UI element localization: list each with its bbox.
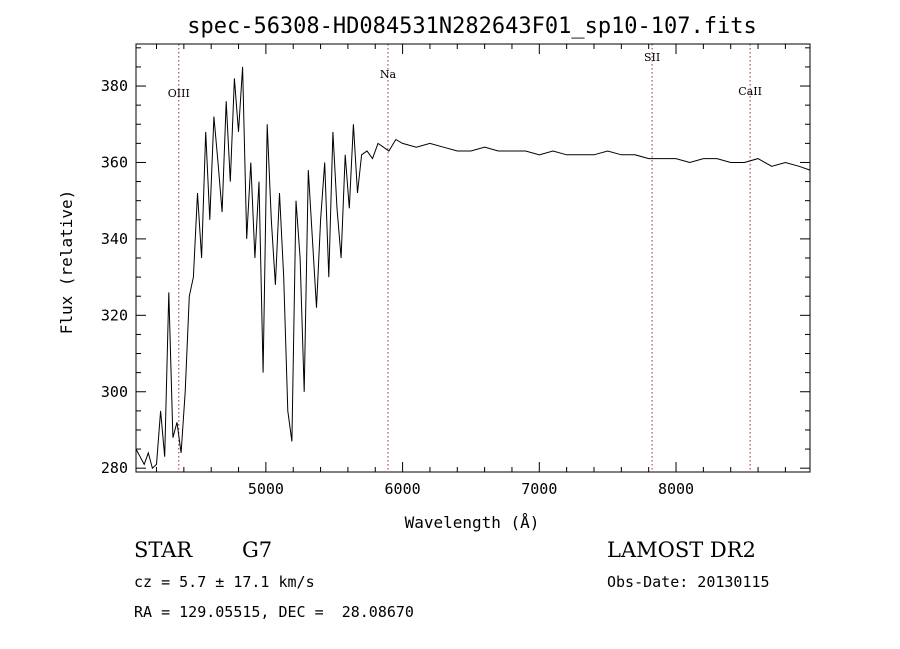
x-tick-label: 7000	[521, 480, 557, 498]
object-class: STAR	[134, 538, 193, 562]
y-tick-label: 360	[101, 153, 128, 171]
axis-ticks-layer: 5000 6000 7000 8000 280 300 320 340 360 380	[101, 44, 810, 498]
spectral-line-label: CaII	[738, 85, 762, 98]
coordinates-readout: RA = 129.05515, DEC = 28.08670	[134, 603, 414, 621]
spectral-lines-layer: OIII Na SII CaII	[168, 44, 762, 472]
spectrum-line	[135, 66, 811, 470]
y-axis-label: Flux (relative)	[57, 190, 76, 335]
y-tick-label: 300	[101, 383, 128, 401]
x-tick-label: 5000	[248, 480, 284, 498]
y-tick-label: 380	[101, 77, 128, 95]
spectral-line-label: Na	[380, 68, 397, 81]
y-tick-label: 280	[101, 459, 128, 477]
plot-frame	[135, 43, 811, 473]
obs-date: Obs-Date: 20130115	[607, 573, 770, 591]
survey-name: LAMOST DR2	[607, 538, 756, 562]
chart-title: spec-56308-HD084531N282643F01_sp10-107.f…	[187, 14, 757, 39]
redshift-readout: cz = 5.7 ± 17.1 km/s	[134, 573, 315, 591]
y-tick-label: 320	[101, 306, 128, 324]
spectral-line-label: OIII	[168, 87, 190, 100]
x-axis-label: Wavelength (Å)	[405, 513, 540, 532]
y-tick-label: 340	[101, 230, 128, 248]
spectral-line-label: SII	[644, 51, 660, 64]
subclass: G7	[242, 538, 273, 562]
x-tick-label: 8000	[658, 480, 694, 498]
x-tick-label: 6000	[385, 480, 421, 498]
